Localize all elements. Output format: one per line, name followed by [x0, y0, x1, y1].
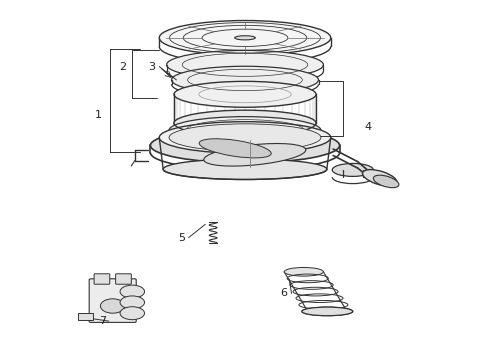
Ellipse shape	[167, 50, 323, 79]
Ellipse shape	[100, 299, 125, 313]
Ellipse shape	[363, 170, 397, 186]
Ellipse shape	[199, 139, 271, 158]
Text: 6: 6	[281, 288, 288, 298]
Ellipse shape	[159, 122, 331, 153]
Ellipse shape	[169, 117, 321, 144]
Ellipse shape	[284, 267, 323, 276]
Ellipse shape	[332, 163, 373, 176]
Text: 1: 1	[95, 110, 101, 120]
Ellipse shape	[174, 110, 316, 136]
Text: 3: 3	[148, 62, 155, 72]
Ellipse shape	[174, 81, 316, 107]
Text: 4: 4	[364, 122, 371, 132]
Ellipse shape	[120, 296, 145, 309]
Text: 7: 7	[99, 316, 106, 326]
Text: 2: 2	[119, 62, 126, 72]
FancyBboxPatch shape	[94, 274, 110, 284]
Ellipse shape	[163, 159, 327, 180]
FancyBboxPatch shape	[116, 274, 131, 284]
Ellipse shape	[169, 124, 321, 151]
Ellipse shape	[120, 307, 145, 320]
Ellipse shape	[204, 144, 306, 166]
Ellipse shape	[235, 36, 255, 40]
Ellipse shape	[302, 307, 353, 316]
FancyBboxPatch shape	[78, 312, 93, 320]
Ellipse shape	[120, 285, 145, 298]
Ellipse shape	[159, 21, 331, 55]
Ellipse shape	[172, 66, 318, 94]
Ellipse shape	[373, 175, 399, 188]
Ellipse shape	[150, 128, 340, 163]
Text: 5: 5	[178, 233, 185, 243]
FancyBboxPatch shape	[89, 279, 136, 323]
Ellipse shape	[302, 307, 353, 316]
